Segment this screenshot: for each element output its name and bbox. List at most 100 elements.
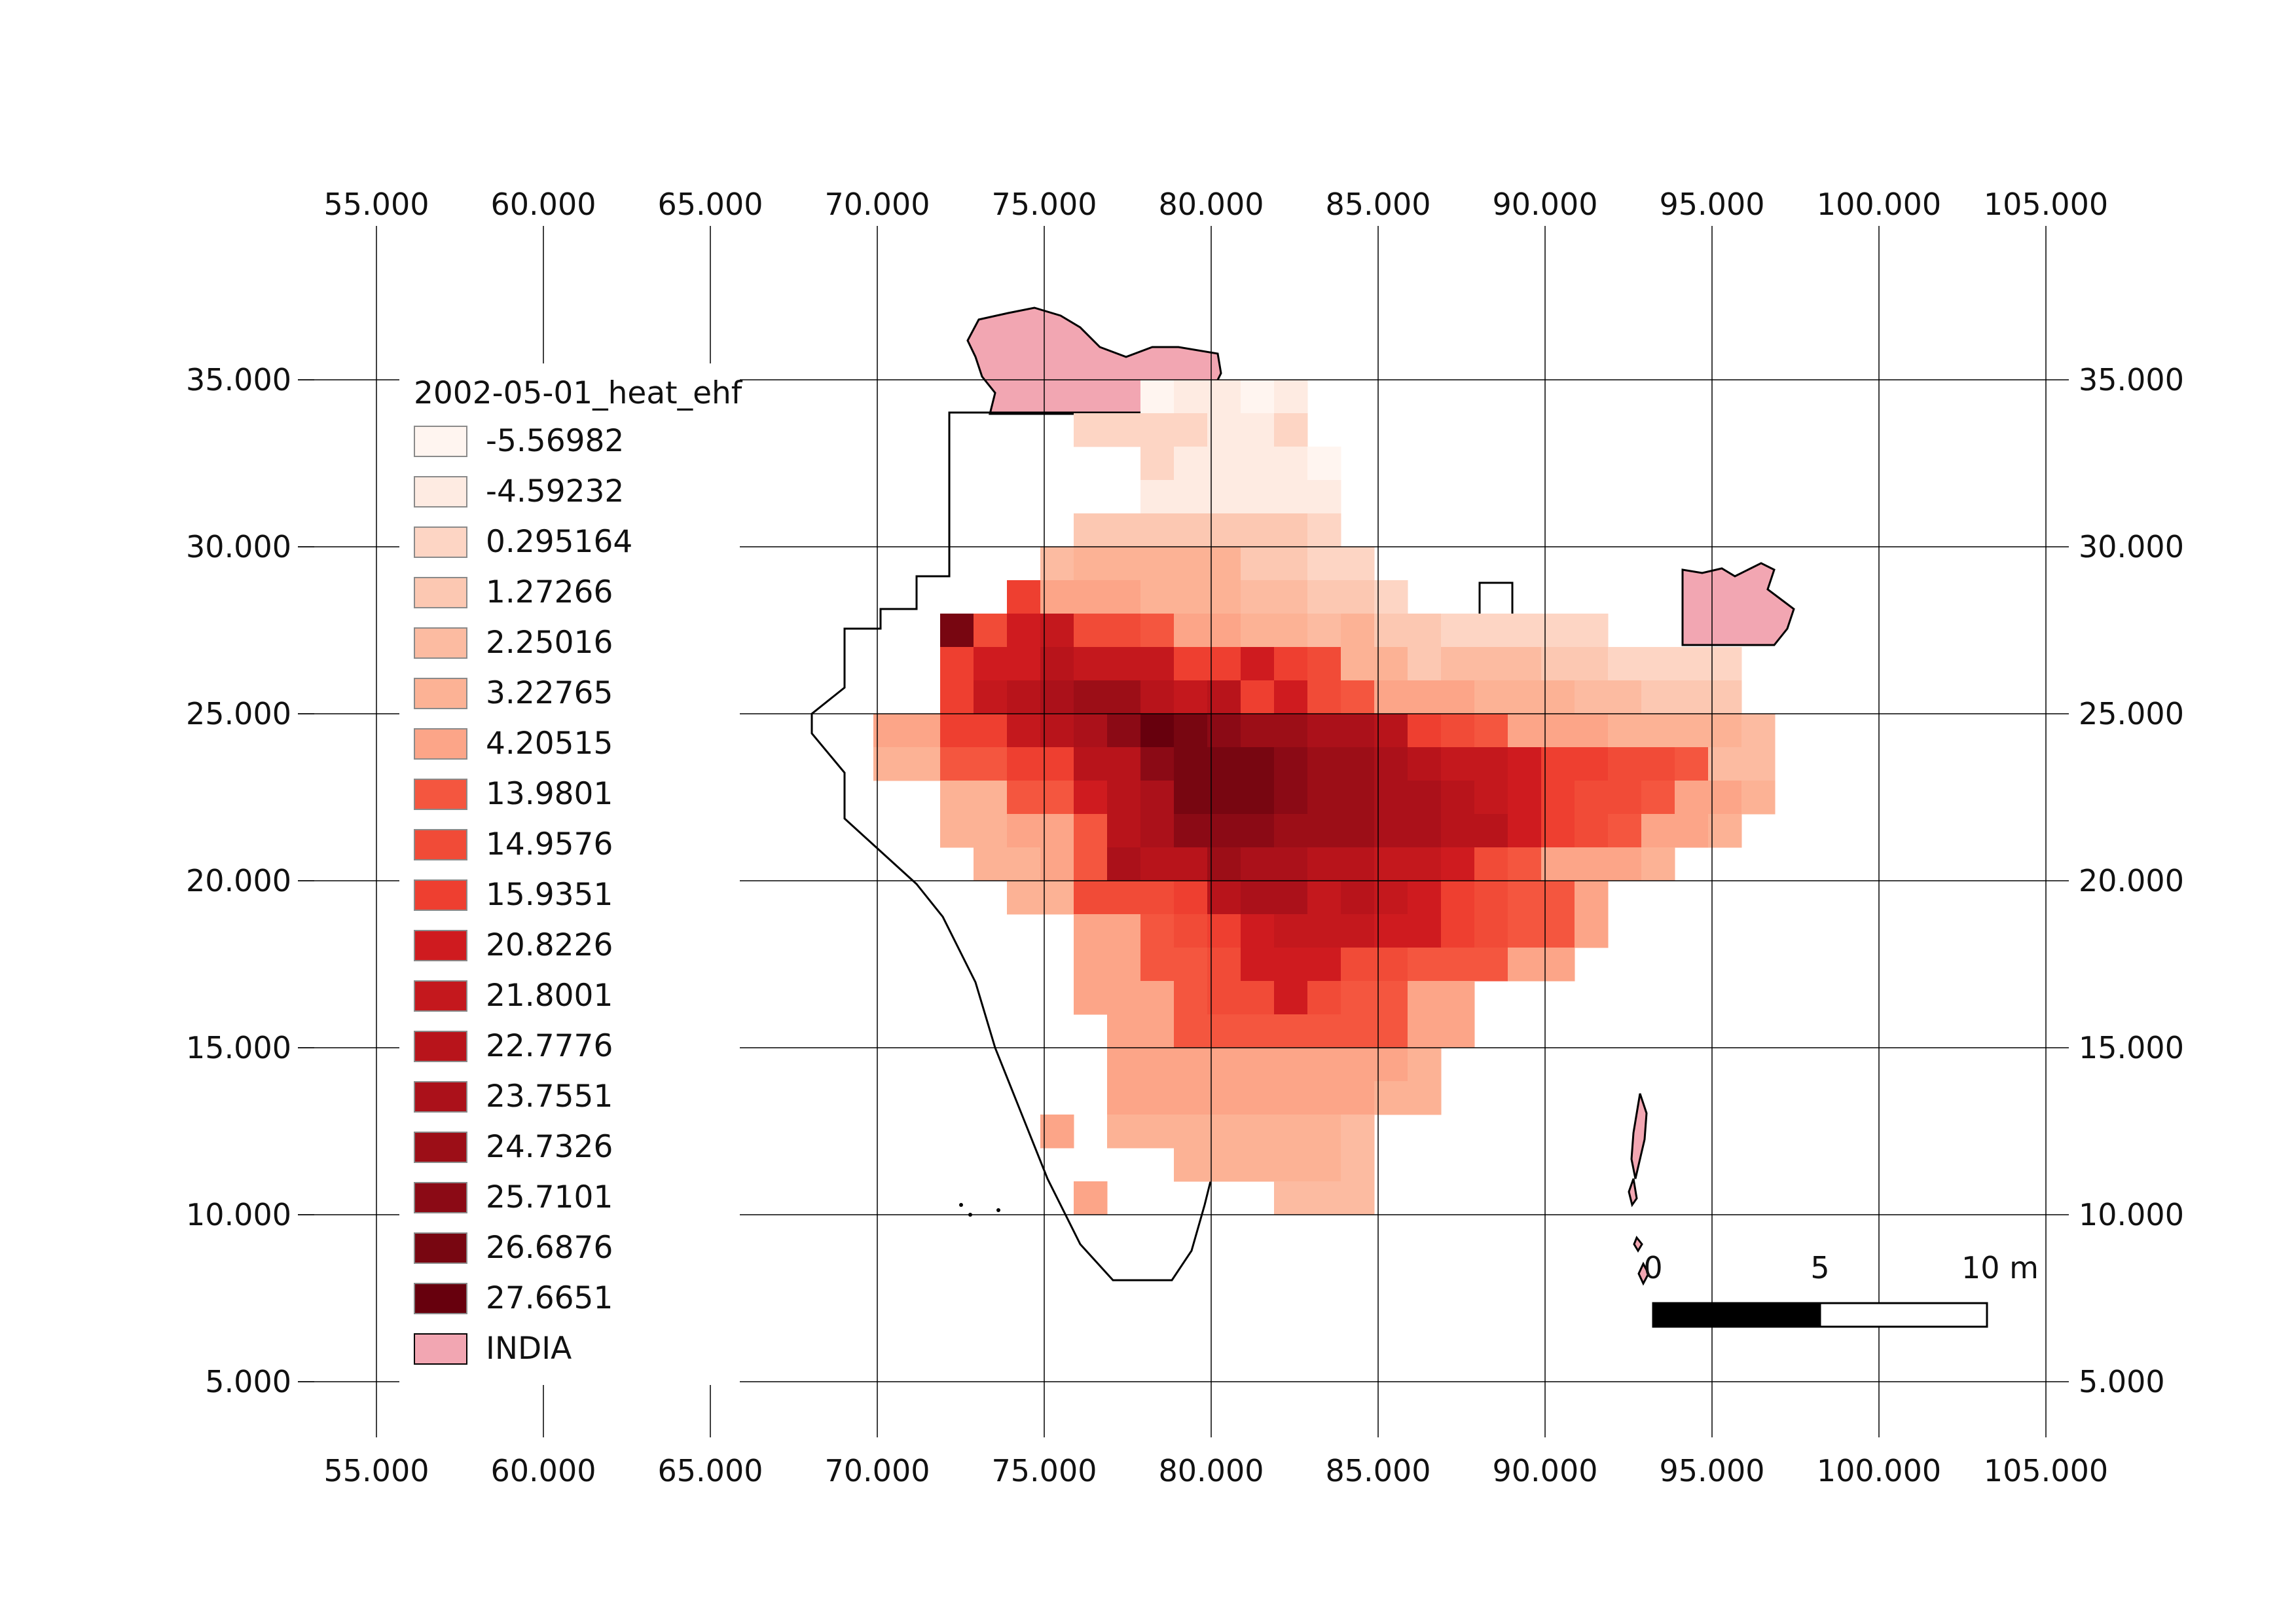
- heat-cell: [1107, 513, 1141, 547]
- heat-cell: [1074, 948, 1108, 982]
- legend-entry: 13.9801: [414, 776, 728, 812]
- heat-cell: [1207, 814, 1241, 848]
- left-lat-label: 35.000: [186, 362, 291, 397]
- heat-cell: [1241, 914, 1275, 948]
- left-lat-label: 30.000: [186, 529, 291, 564]
- heat-cell: [1174, 948, 1208, 982]
- left-lat-label: 5.000: [205, 1364, 291, 1399]
- heat-cell: [1174, 814, 1208, 848]
- heat-cell: [1274, 447, 1308, 481]
- heat-cell: [1007, 814, 1041, 848]
- heat-cell: [1541, 881, 1575, 915]
- legend-swatch: [414, 1283, 467, 1314]
- heat-cell: [1608, 680, 1642, 714]
- top-lon-label: 85.000: [1326, 187, 1431, 222]
- heat-cell: [1174, 413, 1208, 447]
- heat-cell: [1107, 647, 1141, 681]
- heat-cell: [1708, 747, 1742, 781]
- heat-cell: [1241, 847, 1275, 881]
- legend-entry: 0.295164: [414, 524, 728, 560]
- heat-cell: [1508, 714, 1542, 748]
- legend-label: 25.7101: [486, 1179, 613, 1215]
- heat-cell: [940, 614, 974, 648]
- legend-label: 20.8226: [486, 927, 613, 963]
- heat-cell: [1274, 513, 1308, 547]
- heat-cell: [1107, 881, 1141, 915]
- bottom-lon-label: 70.000: [825, 1453, 930, 1488]
- heat-cell: [1408, 914, 1442, 948]
- heat-cell: [1140, 413, 1175, 447]
- heat-cell: [1274, 647, 1308, 681]
- legend-swatch: [414, 526, 467, 558]
- heat-cell: [1508, 914, 1542, 948]
- heat-cell: [1207, 1115, 1241, 1149]
- top-lon-label: 95.000: [1660, 187, 1765, 222]
- heat-cell: [1608, 814, 1642, 848]
- heat-cell: [1207, 480, 1241, 514]
- heat-cell: [1174, 547, 1208, 581]
- northeast-region-shape: [1681, 562, 1795, 646]
- heat-cell: [1341, 1081, 1375, 1115]
- heat-cell: [1307, 981, 1341, 1015]
- heat-cell: [1207, 981, 1241, 1015]
- heat-cell: [1575, 614, 1609, 648]
- legend-swatch: [414, 779, 467, 810]
- heat-cell: [1307, 647, 1341, 681]
- heat-cell: [1374, 814, 1408, 848]
- legend-label: 0.295164: [486, 524, 633, 560]
- heat-cell: [1541, 680, 1575, 714]
- heat-cell: [1374, 580, 1408, 614]
- lakshadweep-island: [996, 1208, 1000, 1212]
- heat-cell: [1341, 647, 1375, 681]
- heat-cell: [1575, 680, 1609, 714]
- heat-cell: [1307, 881, 1341, 915]
- heat-cell: [1741, 714, 1776, 748]
- heat-cell: [1474, 781, 1508, 815]
- heat-cell: [1608, 714, 1642, 748]
- heat-cell: [1575, 747, 1609, 781]
- heat-cell: [1140, 513, 1175, 547]
- legend-entry: -5.56982: [414, 423, 728, 459]
- heat-cell: [1508, 948, 1542, 982]
- heat-cell: [1140, 981, 1175, 1015]
- heat-cell: [1307, 747, 1341, 781]
- heat-cell: [1074, 747, 1108, 781]
- heat-cell: [1307, 914, 1341, 948]
- legend-title: 2002-05-01_heat_ehf: [414, 375, 742, 411]
- top-lon-label: 65.000: [658, 187, 763, 222]
- heat-cell: [1307, 480, 1341, 514]
- legend-label: 23.7551: [486, 1079, 613, 1115]
- heat-cell: [1408, 981, 1442, 1015]
- heat-cell: [1174, 647, 1208, 681]
- top-lon-label: 60.000: [491, 187, 596, 222]
- heat-cell: [1274, 580, 1308, 614]
- heat-cell: [1408, 847, 1442, 881]
- heat-cell: [1441, 614, 1475, 648]
- heat-cell: [974, 714, 1008, 748]
- heat-cell: [1007, 680, 1041, 714]
- heat-cell: [1307, 580, 1341, 614]
- heat-cell: [1508, 614, 1542, 648]
- heat-cell: [1274, 1081, 1308, 1115]
- heat-cell: [1608, 647, 1642, 681]
- heat-cell: [1207, 914, 1241, 948]
- heat-cell: [1040, 781, 1074, 815]
- legend-entry: 15.9351: [414, 877, 728, 913]
- legend-entry: 26.6876: [414, 1230, 728, 1266]
- legend-label: 2.25016: [486, 625, 613, 661]
- heat-cell: [1374, 714, 1408, 748]
- heat-cell: [1341, 1181, 1375, 1215]
- bottom-lon-label: 90.000: [1493, 1453, 1598, 1488]
- heat-cell: [1241, 747, 1275, 781]
- heat-cell: [1207, 948, 1241, 982]
- heat-cell: [1341, 914, 1375, 948]
- legend-swatch: [414, 1132, 467, 1163]
- heat-cell: [1307, 1081, 1341, 1115]
- legend-entry: 14.9576: [414, 826, 728, 862]
- heat-cell: [1074, 413, 1108, 447]
- heat-cell: [1040, 747, 1074, 781]
- scale-label-10: 10 m: [1961, 1250, 2039, 1285]
- heat-cell: [1374, 781, 1408, 815]
- legend-panel: 2002-05-01_heat_ehf -5.56982 -4.59232 0.29…: [399, 363, 742, 1385]
- heat-cell: [1441, 881, 1475, 915]
